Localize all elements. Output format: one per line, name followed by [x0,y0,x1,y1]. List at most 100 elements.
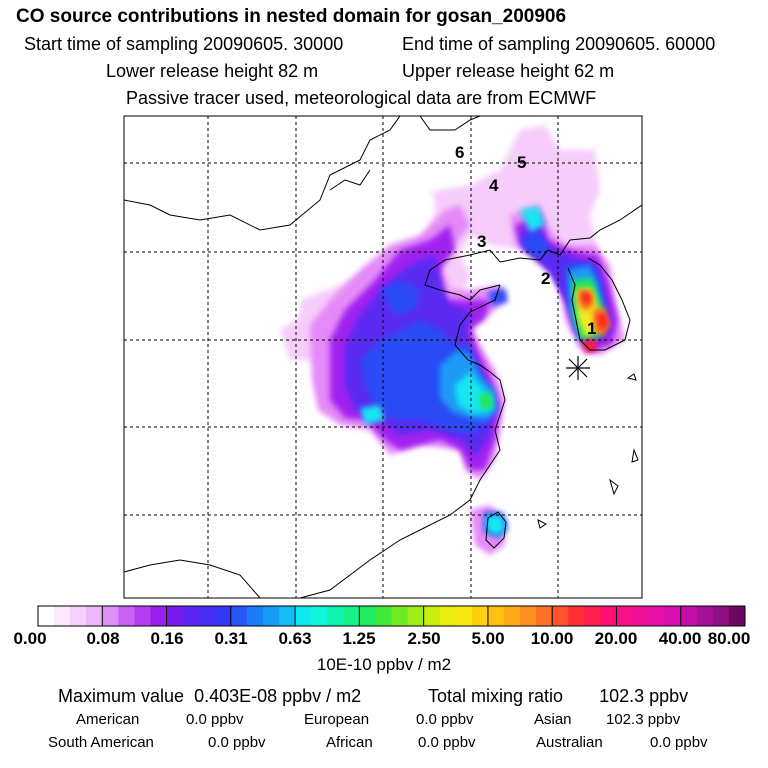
trajectory-marker-6: 6 [455,143,464,162]
region-value: 0.0 ppbv [418,734,476,751]
max-value: 0.403E-08 ppbv / m2 [194,686,362,706]
colorbar-swatch [118,606,135,626]
colorbar-label: 0.00 [13,629,47,648]
colorbar-label: 80.00 [707,629,751,648]
colorbar-swatch [648,606,666,626]
colorbar-label: 10.00 [530,629,574,648]
max-value-row: Maximum value 0.403E-08 ppbv / m2 [58,686,361,707]
trajectory-marker-2: 2 [541,269,550,288]
colorbar-swatch [471,606,489,626]
upper-release-height: Upper release height 62 m [402,61,615,81]
colorbar-swatch [600,606,617,626]
colorbar-label: 0.31 [214,629,248,648]
plume-patch [486,515,506,536]
colorbar-label: 2.50 [407,629,441,648]
colorbar-swatch [86,606,103,626]
colorbar-swatch [439,606,457,626]
plume-patch [380,280,420,315]
colorbar-swatch [423,606,441,626]
colorbar-swatch [214,606,232,626]
colorbar-frame [37,605,746,627]
colorbar-label: 1.25 [342,629,376,648]
region-name: African [326,734,373,751]
trajectory-marker-4: 4 [489,176,499,195]
map-frame [123,115,643,599]
region-value: 0.0 ppbv [650,734,708,751]
colorbar-swatch [38,606,55,626]
end-time-label: End time of sampling 20090605. 60000 [402,34,716,54]
plume-patch [580,292,592,306]
colorbar-swatch [536,606,553,626]
graticule [124,116,642,598]
region-name: Australian [536,734,603,751]
colorbar-swatch [584,606,601,626]
region-name: European [304,711,370,728]
colorbar-swatch [664,606,682,626]
colorbar-swatch [279,606,296,626]
tracer-note: Passive tracer used, meteorological data… [126,88,597,108]
colorbar-swatch [102,606,119,626]
colorbar [37,605,746,627]
colorbar-swatch [520,606,537,626]
colorbar-swatch [487,606,505,626]
colorbar-swatch [54,606,71,626]
colorbar-swatch [262,606,280,626]
colorbar-swatch [327,606,344,626]
colorbar-swatch [696,606,714,626]
trajectory-marker-5: 5 [517,153,526,172]
plume-patch [430,190,520,235]
colorbar-label: 40.00 [658,629,702,648]
trajectory-marker-3: 3 [477,232,486,251]
plume-patch [584,341,595,351]
plume-core [478,278,610,410]
colorbar-label: 20.00 [594,629,638,648]
colorbar-label: 0.63 [278,629,312,648]
region-value: 0.0 ppbv [208,734,266,751]
region-name: South American [48,734,154,751]
plume-patch [520,206,545,232]
colorbar-swatch [150,606,168,626]
region-value: 0.0 ppbv [416,711,474,728]
colorbar-swatch [568,606,585,626]
region-name: Asian [534,711,572,728]
concentration-field [124,116,642,598]
lower-release-height: Lower release height 82 m [106,61,319,81]
colorbar-swatch [166,606,184,626]
colorbar-swatch [680,606,698,626]
colorbar-label: 0.08 [86,629,120,648]
colorbar-swatch [632,606,650,626]
start-time-label: Start time of sampling 20090605. 30000 [24,34,344,54]
colorbar-swatch [375,606,392,626]
colorbar-unit: 10E-10 ppbv / m2 [316,655,452,674]
total-mixing-value: 102.3 ppbv [599,686,689,706]
region-name: American [76,711,140,728]
coastlines [124,116,642,598]
total-mixing-label: Total mixing ratio [428,686,564,706]
colorbar-swatch [343,606,360,626]
colorbar-label: 0.16 [150,629,184,648]
colorbar-swatch [182,606,200,626]
colorbar-swatch [455,606,473,626]
colorbar-swatch [295,606,312,626]
max-value-label: Maximum value [58,686,185,706]
trajectory-markers: 1 2 3 4 5 6 [455,143,596,338]
colorbar-swatch [246,606,264,626]
colorbar-swatch [712,606,730,626]
colorbar-label: 5.00 [471,629,505,648]
colorbar-swatch [311,606,328,626]
plot-title: CO source contributions in nested domain… [16,6,567,27]
colorbar-swatch [198,606,216,626]
region-value: 0.0 ppbv [186,711,244,728]
trajectory-marker-1: 1 [587,319,596,338]
receptor-site-asterisk-icon [566,356,590,380]
colorbar-swatch [407,606,425,626]
plume-patch [596,312,608,332]
colorbar-swatch [230,606,248,626]
colorbar-swatch [616,606,634,626]
plume-patch [478,392,494,410]
plume-patch [360,405,385,425]
total-mixing-row: Total mixing ratio 102.3 ppbv [428,686,688,707]
colorbar-swatch [503,606,521,626]
region-value: 102.3 ppbv [606,711,681,728]
